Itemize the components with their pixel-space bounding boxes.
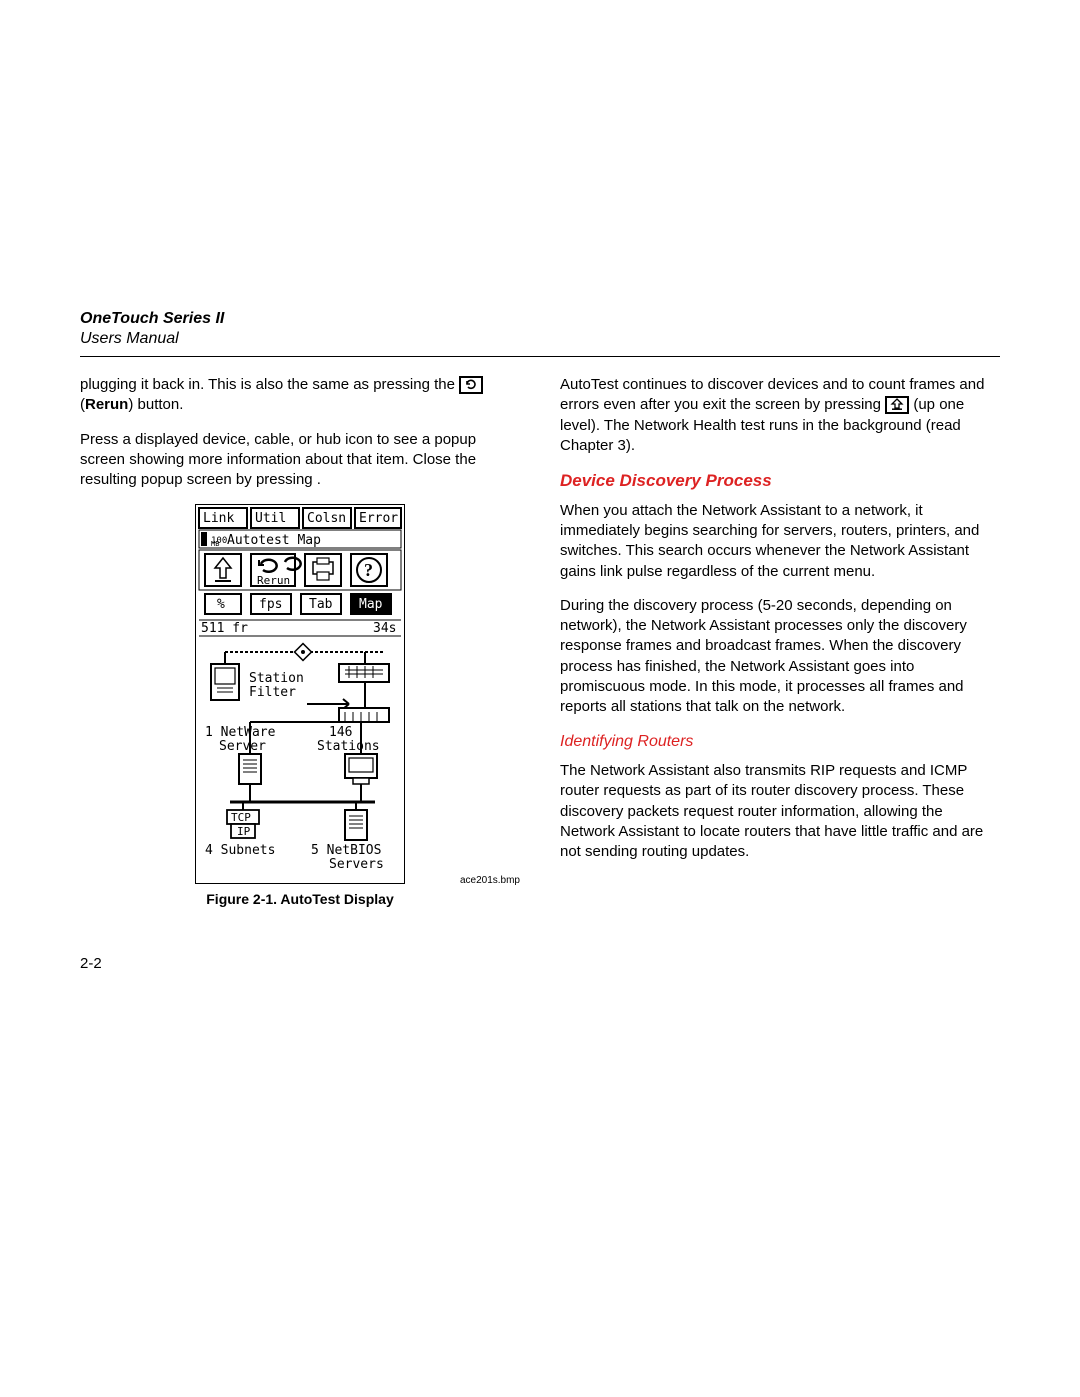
autotest-figure: Link Util Colsn Error 100 MB Autotest Ma… <box>80 504 520 909</box>
header-divider <box>80 356 1000 357</box>
svg-text:Tab: Tab <box>309 597 333 612</box>
right-paragraph-3: During the discovery process (5-20 secon… <box>560 596 1000 718</box>
svg-text:fps: fps <box>259 597 282 612</box>
svg-text:Servers: Servers <box>329 857 384 872</box>
page: OneTouch Series II Users Manual plugging… <box>0 0 1080 909</box>
svg-text:Autotest Map: Autotest Map <box>227 533 321 548</box>
autotest-display-svg: Link Util Colsn Error 100 MB Autotest Ma… <box>195 504 405 884</box>
rerun-icon <box>459 376 483 394</box>
right-paragraph-1: AutoTest continues to discover devices a… <box>560 375 1000 456</box>
svg-text:34s: 34s <box>373 621 396 636</box>
identifying-routers-heading: Identifying Routers <box>560 731 1000 753</box>
svg-text:Server: Server <box>219 739 266 754</box>
right-column: AutoTest continues to discover devices a… <box>560 375 1000 909</box>
left-paragraph-1: plugging it back in. This is also the sa… <box>80 375 520 416</box>
page-header: OneTouch Series II Users Manual <box>80 310 1000 348</box>
svg-text:?: ? <box>364 560 373 580</box>
svg-text:Colsn: Colsn <box>307 511 346 526</box>
svg-text:Util: Util <box>255 511 286 526</box>
svg-text:%: % <box>217 597 225 612</box>
svg-text:Error: Error <box>359 511 398 526</box>
svg-text:Station: Station <box>249 671 304 686</box>
manual-subtitle: Users Manual <box>80 330 1000 348</box>
svg-text:Rerun: Rerun <box>257 574 290 587</box>
svg-text:Map: Map <box>359 597 383 612</box>
svg-text:511 fr: 511 fr <box>201 621 248 636</box>
svg-text:MB: MB <box>211 540 219 548</box>
right-paragraph-2: When you attach the Network Assistant to… <box>560 501 1000 582</box>
svg-text:Link: Link <box>203 511 234 526</box>
svg-text:146: 146 <box>329 725 352 740</box>
svg-text:Stations: Stations <box>317 739 380 754</box>
svg-text:Filter: Filter <box>249 685 296 700</box>
rerun-label: Rerun <box>85 396 128 413</box>
svg-text:TCP: TCP <box>231 811 251 824</box>
svg-text:1 NetWare: 1 NetWare <box>205 725 276 740</box>
left-paragraph-2: Press a displayed device, cable, or hub … <box>80 430 520 491</box>
left-column: plugging it back in. This is also the sa… <box>80 375 520 909</box>
svg-text:IP: IP <box>237 825 251 838</box>
svg-text:4 Subnets: 4 Subnets <box>205 843 275 858</box>
right-paragraph-4: The Network Assistant also transmits RIP… <box>560 761 1000 862</box>
figure-caption: Figure 2-1. AutoTest Display <box>80 890 520 909</box>
series-title: OneTouch Series II <box>80 310 1000 328</box>
device-discovery-heading: Device Discovery Process <box>560 470 1000 493</box>
content-columns: plugging it back in. This is also the sa… <box>80 375 1000 909</box>
svg-text:5 NetBIOS: 5 NetBIOS <box>311 843 381 858</box>
figure-bmp-label: ace201s.bmp <box>460 874 520 888</box>
page-number: 2-2 <box>80 955 102 972</box>
up-level-icon <box>885 396 909 414</box>
